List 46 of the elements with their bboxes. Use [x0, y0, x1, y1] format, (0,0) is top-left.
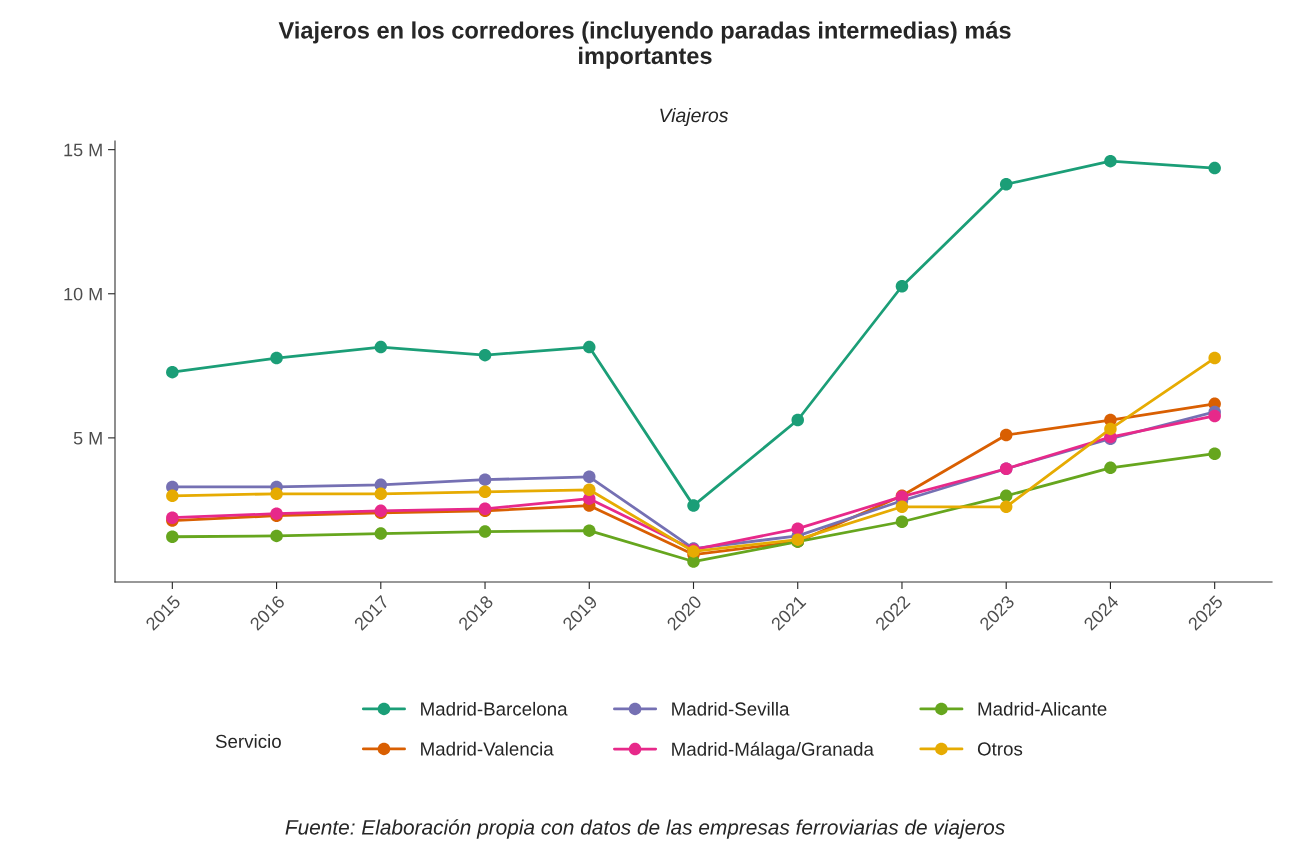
legend-label: Otros: [977, 742, 1023, 756]
point: [478, 485, 492, 499]
legend-title: Servicio: [215, 734, 281, 749]
point: [999, 489, 1013, 503]
point: [166, 489, 179, 503]
point: [166, 365, 179, 379]
legend-label: Madrid-Valencia: [421, 741, 554, 756]
point: [1104, 154, 1117, 168]
point: [1208, 351, 1221, 365]
point: [1208, 447, 1221, 460]
point: [791, 413, 804, 427]
point: [270, 351, 283, 365]
point: [270, 529, 283, 543]
point: [166, 530, 179, 543]
legend-label: Madrid-Alicante: [978, 701, 1107, 716]
y-tick-label: 10 M: [64, 287, 102, 301]
point: [374, 527, 388, 540]
point: [1104, 422, 1117, 436]
point: [895, 515, 909, 529]
point: [270, 487, 283, 501]
y-tick-label: 15 M: [64, 143, 102, 157]
point: [895, 280, 909, 293]
point: [583, 524, 596, 537]
chart-subtitle: Viajeros: [660, 107, 729, 127]
point: [687, 499, 700, 512]
point: [999, 500, 1013, 514]
point: [478, 473, 492, 486]
y-tick-label: 5 M: [73, 432, 102, 445]
point: [999, 177, 1013, 191]
point: [1104, 461, 1117, 475]
point: [999, 428, 1013, 442]
chart-title: Viajeros en los corredores (incluyendo paradas intermedias) más importantes: [278, 21, 1011, 69]
point: [374, 487, 388, 501]
source-note: Fuente: Elaboración propia con datos de las empresas ferroviarias de viajeros: [285, 819, 1005, 839]
point: [374, 340, 388, 354]
legend-label: Madrid-Barcelona: [421, 701, 568, 716]
legend-label: Madrid-Sevilla: [672, 701, 790, 716]
point: [1208, 409, 1221, 423]
point: [478, 348, 492, 362]
point: [583, 470, 596, 484]
point: [895, 500, 909, 514]
legend-label: Madrid-Málaga/Granada: [672, 741, 874, 760]
point: [583, 340, 596, 354]
point: [1208, 161, 1221, 175]
point: [583, 483, 596, 497]
point: [478, 525, 492, 538]
